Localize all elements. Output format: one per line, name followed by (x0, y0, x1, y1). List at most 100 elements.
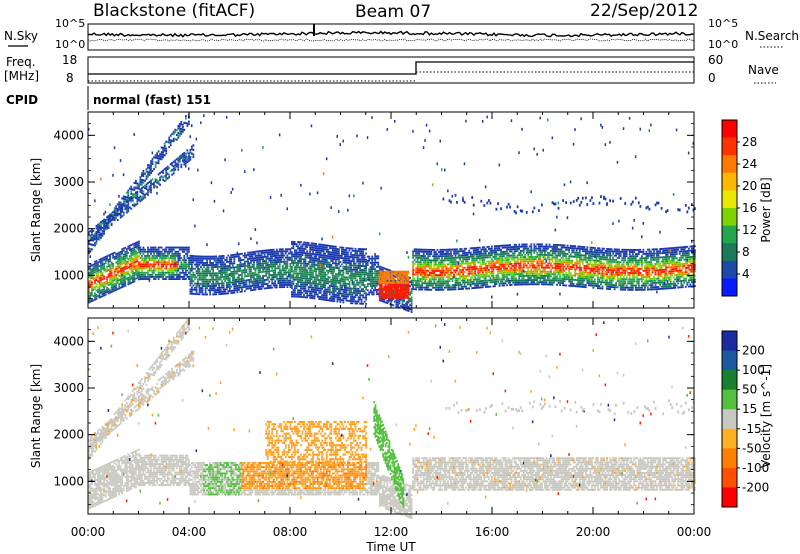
echo-cell (324, 273, 327, 276)
echo-cell (339, 261, 342, 263)
echo-cell (191, 286, 193, 289)
echo-cell (306, 275, 308, 278)
echo-cell (434, 251, 437, 253)
echo-cell (110, 286, 113, 289)
echo-cell (175, 269, 178, 272)
echo-cell (110, 222, 113, 225)
echo-cell (104, 281, 107, 284)
echo-cell (353, 194, 355, 198)
echo-cell (315, 287, 317, 289)
echo-cell (127, 205, 130, 208)
echo-cell (488, 245, 490, 248)
echo-cell (181, 246, 184, 249)
echo-cell (119, 286, 122, 289)
echo-cell (159, 267, 161, 270)
echo-cell (130, 258, 133, 261)
echo-cell (345, 295, 348, 298)
echo-cell (456, 200, 458, 204)
echo-cell (109, 220, 111, 223)
echo-cell (194, 263, 196, 266)
echo-cell (101, 257, 104, 260)
echo-cell (195, 259, 198, 262)
echo-cell (174, 138, 177, 141)
echo-cell (192, 259, 195, 262)
echo-cell (207, 268, 210, 271)
echo-cell (365, 269, 367, 272)
echo-cell (118, 256, 121, 258)
echo-cell (324, 288, 327, 291)
echo-cell (97, 223, 99, 226)
echo-cell (425, 271, 428, 274)
echo-cell (124, 280, 127, 283)
echo-cell (162, 261, 164, 264)
echo-cell (233, 266, 236, 269)
echo-cell (128, 278, 131, 281)
echo-cell (198, 289, 201, 291)
echo-cell (363, 284, 366, 286)
echo-cell (113, 251, 116, 254)
echo-cell (162, 178, 164, 181)
echo-cell (131, 258, 134, 260)
echo-cell (100, 258, 102, 260)
echo-cell (486, 115, 488, 119)
echo-cell (371, 255, 374, 258)
echo-cell (248, 283, 251, 286)
echo-cell (324, 290, 327, 293)
echo-cell (197, 257, 199, 260)
echo-cell (139, 250, 142, 253)
echo-cell (448, 280, 451, 283)
echo-cell (200, 282, 202, 285)
echo-cell (150, 188, 152, 191)
echo-cell (189, 292, 192, 295)
echo-cell (119, 255, 122, 258)
echo-cell (92, 278, 95, 281)
echo-cell (157, 162, 160, 165)
echo-cell (147, 173, 149, 176)
echo-cell (106, 282, 108, 285)
echo-cell (103, 275, 105, 278)
echo-cell (250, 237, 252, 241)
echo-cell (91, 248, 93, 251)
echo-cell (281, 265, 284, 267)
freq-tick-high: 18 (62, 53, 77, 67)
echo-cell (159, 179, 161, 182)
echo-cell (224, 158, 226, 162)
echo-cell (183, 246, 186, 249)
echo-cell (233, 283, 236, 286)
echo-cell (107, 224, 110, 227)
echo-cell (166, 252, 169, 255)
echo-cell (141, 255, 143, 257)
echo-cell (112, 211, 114, 214)
echo-cell (153, 261, 155, 264)
echo-cell (300, 264, 302, 267)
echo-cell (206, 243, 208, 247)
echo-cell (89, 300, 92, 303)
echo-cell (151, 248, 154, 251)
echo-cell (174, 131, 177, 134)
echo-cell (147, 182, 149, 185)
echo-cell (106, 223, 108, 226)
echo-cell (348, 281, 351, 283)
echo-cell (333, 291, 336, 294)
echo-cell (183, 163, 186, 166)
echo-cell (195, 284, 198, 287)
echo-cell (163, 259, 166, 262)
echo-cell (98, 229, 101, 232)
echo-cell (175, 138, 178, 141)
echo-cell (98, 288, 101, 291)
echo-cell (294, 272, 296, 275)
echo-cell (154, 267, 157, 270)
echo-cell (191, 273, 193, 276)
echo-cell (131, 204, 134, 207)
echo-cell (324, 284, 327, 287)
echo-cell (394, 120, 396, 123)
echo-cell (142, 181, 145, 184)
nave-label: Nave (748, 63, 779, 77)
echo-cell (406, 251, 408, 254)
echo-cell (107, 284, 110, 286)
echo-cell (128, 276, 131, 279)
echo-cell (110, 224, 113, 227)
echo-cell (113, 216, 116, 219)
echo-cell (92, 295, 95, 298)
echo-cell (483, 246, 486, 249)
